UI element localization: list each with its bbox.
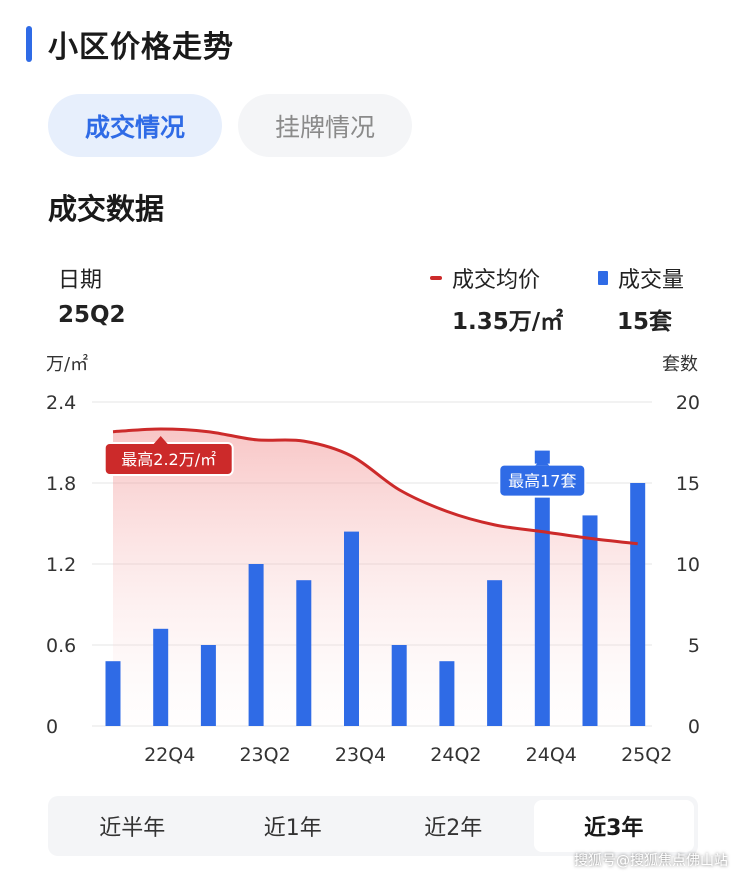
volume-bar <box>296 580 312 726</box>
legend-line-swatch <box>430 276 442 280</box>
right-tick-label: 0 <box>688 716 700 738</box>
volume-bar <box>487 580 503 726</box>
right-tick-label: 15 <box>676 473 700 495</box>
max-price-callout: 最高2.2万/㎡ <box>103 436 234 476</box>
tab-bar: 成交情况 挂牌情况 <box>48 94 412 157</box>
accent-bar <box>26 26 32 62</box>
legend-volume-label: 成交量 <box>618 268 685 293</box>
date-value: 25Q2 <box>58 302 126 328</box>
period-2-years[interactable]: 近2年 <box>424 816 483 841</box>
avg-price-value: 1.35万/㎡ <box>452 309 564 335</box>
left-tick-label: 1.2 <box>46 554 76 576</box>
volume-bar <box>105 661 121 726</box>
x-tick-label: 23Q2 <box>239 744 290 766</box>
period-3-years[interactable]: 近3年 <box>533 800 694 852</box>
left-tick-label: 1.8 <box>46 473 76 495</box>
volume-bar <box>630 483 646 726</box>
volume-bar <box>439 661 455 726</box>
x-tick-label: 24Q2 <box>430 744 481 766</box>
price-area <box>113 429 638 726</box>
right-tick-label: 5 <box>688 635 700 657</box>
period-half-year[interactable]: 近半年 <box>99 816 166 841</box>
left-tick-label: 2.4 <box>46 392 76 414</box>
callout-text: 最高2.2万/㎡ <box>121 450 216 469</box>
sub-title: 成交数据 <box>48 192 165 226</box>
legend-avg-price: 成交均价 <box>430 262 540 294</box>
x-tick-label: 25Q2 <box>621 744 672 766</box>
callout-text: 最高17套 <box>508 472 576 491</box>
right-tick-label: 10 <box>676 554 700 576</box>
volume-bar <box>391 645 407 726</box>
volume-bar <box>200 645 216 726</box>
price-line <box>112 427 638 546</box>
right-axis-unit: 套数 <box>662 354 698 375</box>
volume-bar <box>344 531 359 726</box>
section-header: 小区价格走势 <box>26 22 234 66</box>
x-tick-label: 23Q4 <box>335 744 386 766</box>
watermark: 搜狐号@搜狐焦点佛山站 <box>574 853 728 869</box>
right-tick-label: 20 <box>676 392 700 414</box>
x-tick-label: 22Q4 <box>144 744 195 766</box>
period-1-year[interactable]: 近1年 <box>263 816 322 841</box>
left-axis-unit: 万/㎡ <box>46 353 88 375</box>
volume-value: 15套 <box>617 309 673 335</box>
price-volume-chart: 万/㎡ 套数 0 0.6 1.2 1.8 2.4 0 5 10 15 20 22Q4 23Q2 23… <box>46 353 700 766</box>
max-volume-callout: 最高17套 <box>498 457 587 498</box>
legend-bar-swatch <box>598 271 608 285</box>
x-tick-label: 24Q4 <box>526 744 577 766</box>
date-label: 日期 <box>58 268 103 293</box>
volume-bar <box>248 564 264 726</box>
volume-bar <box>153 628 169 726</box>
legend-avg-price-label: 成交均价 <box>452 268 541 293</box>
volume-bar <box>534 450 550 726</box>
legend-volume: 成交量 <box>598 262 684 294</box>
left-tick-label: 0.6 <box>46 635 76 657</box>
period-selector: 近半年 近1年 近2年 近3年 <box>48 796 698 856</box>
left-tick-label: 0 <box>46 716 58 738</box>
section-title: 小区价格走势 <box>48 30 234 65</box>
tab-listings[interactable]: 挂牌情况 <box>238 94 412 157</box>
volume-bar <box>582 515 598 726</box>
tab-transactions[interactable]: 成交情况 <box>48 94 222 157</box>
